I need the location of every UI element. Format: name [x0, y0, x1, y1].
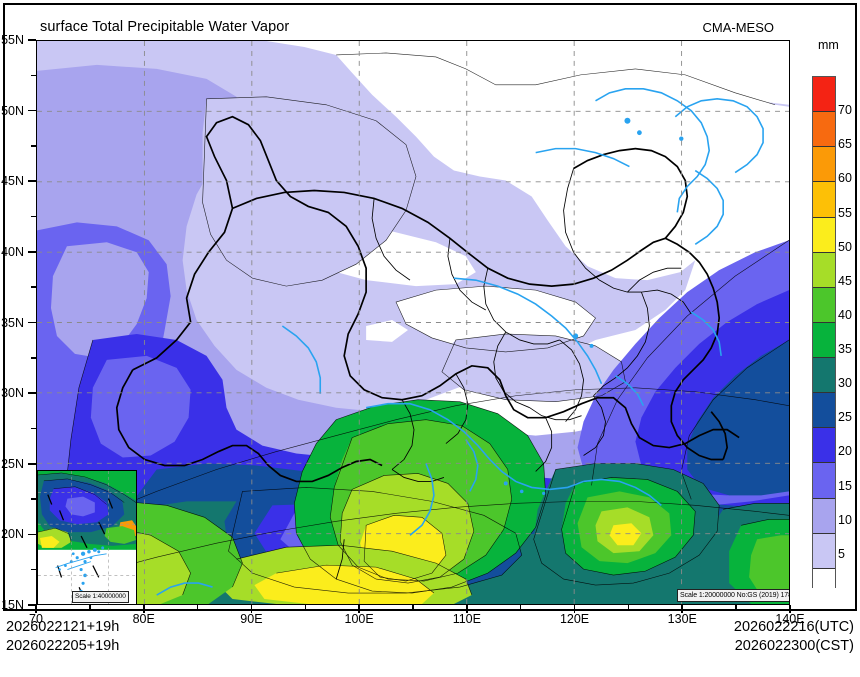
colorbar-band — [813, 358, 835, 394]
colorbar-band — [813, 428, 835, 464]
x-axis-label-70: 70 — [29, 612, 43, 626]
x-axis-label-120E: 120E — [559, 612, 590, 626]
colorbar-band — [813, 252, 835, 288]
x-axis-tick — [466, 605, 468, 613]
inset-map[interactable]: Scale 1:40000000 — [37, 470, 137, 605]
colorbar-tick-65: 65 — [838, 137, 852, 152]
y-axis-tick — [28, 251, 36, 253]
colorbar-tick-5: 5 — [838, 546, 845, 561]
colorbar-tick-55: 55 — [838, 205, 852, 220]
y-axis-minor-tick — [31, 74, 36, 76]
y-axis-minor-tick — [31, 357, 36, 359]
footer-valid-utc: 2026022216(UTC) — [733, 619, 854, 635]
colorbar-band — [813, 498, 835, 534]
colorbar-band — [813, 182, 835, 218]
colorbar-unit-label: mm — [818, 38, 839, 52]
x-axis-tick — [681, 605, 684, 613]
model-label: CMA-MESO — [702, 20, 775, 35]
colorbar[interactable] — [812, 76, 836, 603]
x-axis-tick — [250, 605, 253, 613]
y-axis-tick — [28, 39, 36, 41]
colorbar-tick-45: 45 — [838, 273, 852, 288]
colorbar-tick-60: 60 — [838, 171, 852, 186]
x-axis-tick — [35, 605, 37, 613]
x-axis-label-130E: 130E — [667, 612, 697, 626]
x-axis-minor-tick — [89, 605, 91, 610]
colorbar-band — [813, 463, 835, 499]
y-axis-label-40N: 40N — [1, 244, 24, 259]
colorbar-tick-40: 40 — [838, 307, 852, 322]
x-axis-tick — [142, 605, 145, 613]
colorbar-band — [813, 77, 835, 113]
x-axis-minor-tick — [735, 605, 737, 610]
colorbar-tick-10: 10 — [838, 512, 852, 527]
y-axis-tick — [28, 533, 36, 536]
y-axis-tick — [28, 462, 36, 465]
y-axis-label-15N: 15N — [1, 598, 24, 612]
x-axis-minor-tick — [196, 605, 199, 610]
footer-init-utc: 2026022121+19h — [6, 619, 120, 635]
colorbar-band — [813, 393, 835, 429]
colorbar-tick-25: 25 — [838, 410, 852, 425]
colorbar-tick-50: 50 — [838, 239, 852, 254]
y-axis-tick — [28, 109, 36, 112]
map-canvas — [37, 41, 789, 604]
y-axis-label-25N: 25N — [1, 456, 24, 471]
map-plot-area[interactable]: Scale 1:20000000 No:GS (2019) 1786 — [36, 40, 790, 605]
y-axis-minor-tick — [31, 145, 36, 147]
y-axis-label-20N: 20N — [1, 527, 24, 542]
y-axis-tick — [28, 604, 36, 606]
map-scale-stamp: Scale 1:20000000 No:GS (2019) 1786 — [677, 589, 789, 602]
footer-valid-cst: 2026022300(CST) — [734, 638, 854, 654]
inset-scale-stamp: Scale 1:40000000 — [72, 591, 129, 603]
colorbar-tick-15: 15 — [838, 478, 852, 493]
colorbar-band — [813, 322, 835, 358]
y-axis-label-35N: 35N — [1, 315, 24, 330]
x-axis-tick — [789, 605, 791, 613]
x-axis-minor-tick — [627, 605, 630, 610]
footer-left: 2026022121+19h 2026022205+19h — [6, 618, 119, 656]
x-axis-tick — [573, 605, 576, 613]
colorbar-tick-20: 20 — [838, 444, 852, 459]
footer-init-cst: 2026022205+19h — [6, 638, 120, 654]
x-axis-label-100E: 100E — [344, 612, 374, 626]
y-axis-tick — [28, 321, 36, 324]
x-axis-minor-tick — [304, 605, 306, 610]
colorbar-band — [813, 217, 835, 253]
colorbar-tick-35: 35 — [838, 342, 852, 357]
y-axis-minor-tick — [31, 286, 36, 288]
y-axis-minor-tick — [31, 498, 36, 500]
y-axis-minor-tick — [31, 568, 36, 571]
colorbar-band — [813, 568, 835, 603]
y-axis-tick — [28, 180, 36, 183]
y-axis-label-45N: 45N — [1, 174, 24, 189]
y-axis-tick — [28, 392, 36, 394]
y-axis-label-30N: 30N — [1, 386, 24, 401]
x-axis-label-80E: 80E — [132, 612, 155, 626]
colorbar-band — [813, 533, 835, 569]
page-title: surface Total Precipitable Water Vapor — [40, 19, 290, 35]
y-axis-label-55N: 55N — [1, 33, 24, 47]
y-axis-minor-tick — [31, 427, 36, 430]
footer-right: 2026022216(UTC) 2026022300(CST) — [734, 618, 854, 656]
y-axis-label-50N: 50N — [1, 103, 24, 118]
x-axis-label-90E: 90E — [240, 612, 263, 626]
y-axis-minor-tick — [31, 215, 36, 218]
x-axis-minor-tick — [412, 605, 414, 610]
colorbar-tick-30: 30 — [838, 376, 852, 391]
colorbar-band — [813, 112, 835, 148]
x-axis-label-140E: 140E — [775, 612, 805, 626]
x-axis-label-110E: 110E — [452, 612, 481, 626]
colorbar-band — [813, 287, 835, 323]
x-axis-minor-tick — [520, 605, 522, 610]
x-axis-tick — [358, 605, 360, 613]
colorbar-tick-70: 70 — [838, 103, 852, 118]
colorbar-band — [813, 147, 835, 183]
